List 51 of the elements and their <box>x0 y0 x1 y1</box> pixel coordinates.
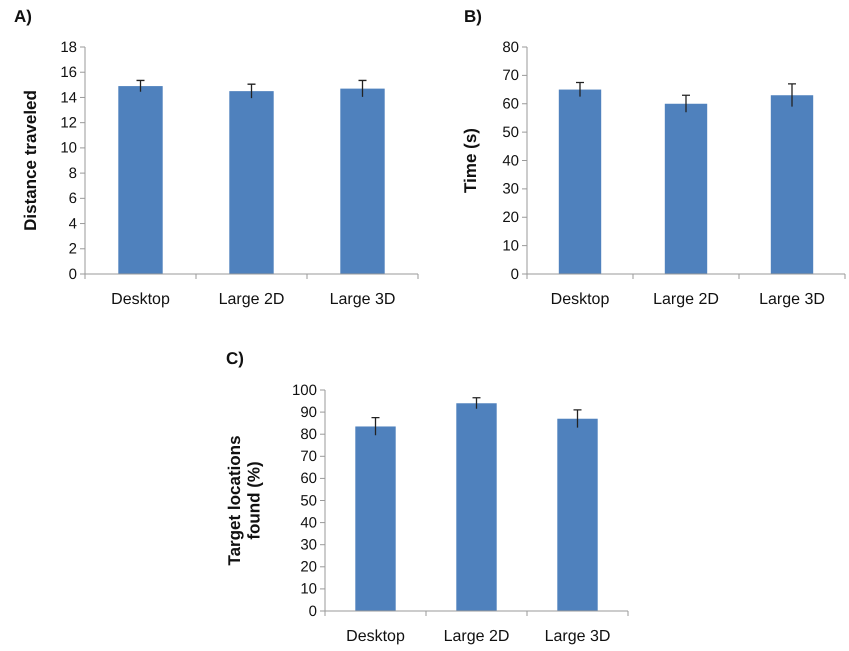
y-tick-label: 14 <box>60 89 77 106</box>
chart-title: B) <box>464 7 482 26</box>
y-tick-label: 18 <box>60 38 77 56</box>
y-tick-label: 80 <box>300 426 317 443</box>
y-axis-title: Target locations found (%) <box>225 435 264 566</box>
x-tick-label: Large 3D <box>759 291 825 308</box>
y-tick-label: 30 <box>502 180 519 198</box>
y-tick-label: 12 <box>60 114 77 132</box>
x-tick-label: Large 2D <box>444 628 510 645</box>
y-tick-label: 80 <box>502 38 519 56</box>
y-tick-label: 50 <box>300 492 317 510</box>
y-tick-label: 10 <box>300 580 317 598</box>
y-tick-label: 50 <box>502 124 519 141</box>
y-tick-label: 16 <box>60 64 77 82</box>
chart-title: C) <box>226 349 244 368</box>
bar <box>558 90 602 274</box>
bar <box>557 418 598 611</box>
y-tick-label: 30 <box>300 536 317 554</box>
x-tick-label: Large 2D <box>218 291 284 308</box>
y-tick-label: 0 <box>68 266 77 283</box>
y-tick-label: 0 <box>308 602 317 620</box>
y-tick-label: 70 <box>502 67 519 84</box>
y-axis-title: Time (s) <box>461 128 480 193</box>
chart-title: A) <box>14 7 32 26</box>
bar <box>770 95 814 274</box>
bar <box>664 104 708 274</box>
y-tick-label: 60 <box>300 470 317 488</box>
y-tick-label: 20 <box>300 558 317 576</box>
y-tick-label: 40 <box>300 514 317 532</box>
y-tick-label: 0 <box>510 266 519 283</box>
y-axis-title: Distance traveled <box>21 90 40 231</box>
bar <box>355 426 396 611</box>
x-tick-label: Desktop <box>550 291 610 308</box>
y-tick-label: 10 <box>502 237 519 254</box>
x-tick-label: Desktop <box>111 291 170 308</box>
y-tick-label: 100 <box>292 382 317 399</box>
y-tick-label: 6 <box>68 190 77 208</box>
y-tick-label: 4 <box>68 215 77 232</box>
y-tick-label: 90 <box>300 404 317 421</box>
y-tick-label: 60 <box>502 96 519 113</box>
y-tick-label: 20 <box>502 209 519 226</box>
x-tick-label: Desktop <box>346 628 405 645</box>
y-tick-label: 8 <box>68 164 77 182</box>
x-tick-label: Large 3D <box>544 628 610 645</box>
bar <box>456 403 497 611</box>
y-tick-label: 10 <box>60 140 77 157</box>
y-tick-label: 40 <box>502 152 519 170</box>
x-tick-label: Large 2D <box>653 291 719 308</box>
x-tick-label: Large 3D <box>330 291 396 308</box>
y-tick-label: 2 <box>68 240 77 258</box>
y-tick-label: 70 <box>300 448 317 466</box>
